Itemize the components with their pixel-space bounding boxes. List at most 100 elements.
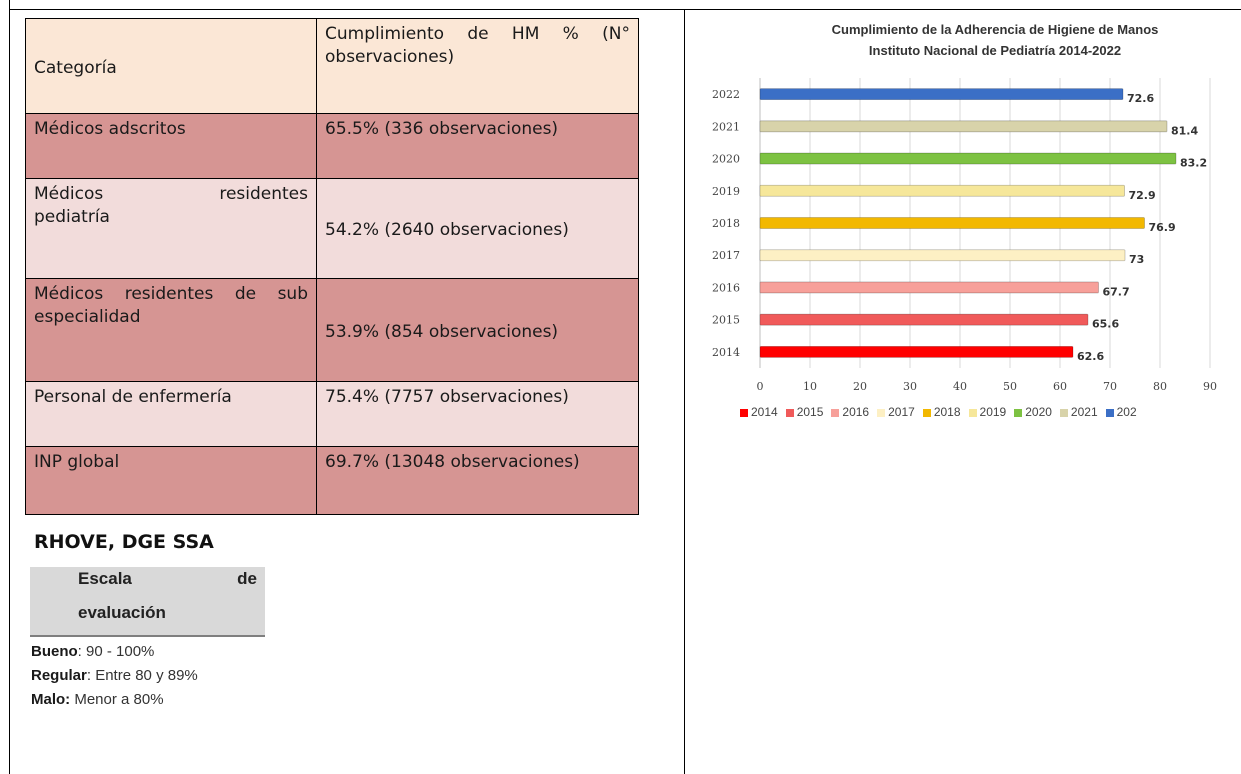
legend-swatch [922,408,931,417]
row-category: Personal de enfermería [25,381,317,447]
legend-item: 2014 [740,405,778,419]
bar-2015 [759,313,1089,326]
value-label: 83.2 [1180,157,1207,170]
frame-top-border [9,0,1241,10]
table-row: Personal de enfermería 75.4% (7757 obser… [25,381,639,447]
table-header-row: Categoría Cumplimiento de HM % (N° obser… [25,18,639,114]
table-row: Médicos adscritos 65.5% (336 observacion… [25,113,639,179]
table-row: Médicos residentes de sub especialidad 5… [25,278,639,382]
legend-label: 2021 [1070,405,1098,419]
scale-header: Escala de evaluación [30,567,265,637]
x-tick-label: 90 [1203,380,1217,393]
legend-item: 2015 [785,405,824,419]
value-label: 72.9 [1129,189,1156,202]
legend-label: 2020 [1025,405,1052,419]
legend-item: 2018 [922,405,961,419]
legend-swatch [785,408,794,417]
y-tick-label: 2015 [712,314,740,327]
legend-item: 2021 [1059,405,1098,419]
value-label: 73 [1129,253,1144,266]
x-tick-label: 80 [1153,380,1167,393]
column-divider [684,10,685,774]
legend-swatch [877,408,886,417]
x-tick-label: 40 [953,380,967,393]
legend-label: 2019 [979,405,1007,419]
compliance-table: Categoría Cumplimiento de HM % (N° obser… [25,18,639,515]
row-category-line1: Médicos residentes de sub [34,284,308,304]
bar-2022 [759,88,1124,101]
source-label: RHOVE, DGE SSA [34,531,214,553]
row-value: 75.4% (7757 observaciones) [316,381,639,447]
chart-subtitle: Instituto Nacional de Pediatría 2014-202… [868,43,1122,58]
scale-title-line2: evaluación [78,603,166,622]
legend-swatch [968,408,977,417]
legend-swatch [1014,408,1023,417]
y-tick-label: 2018 [712,217,740,230]
bar-2020 [759,152,1177,165]
value-label: 62.6 [1077,350,1104,363]
row-value: 69.7% (13048 observaciones) [316,446,639,515]
legend-label: 2014 [751,405,778,419]
y-tick-label: 2022 [712,88,740,101]
legend-label: 2017 [888,405,915,419]
y-tick-label: 2014 [712,346,740,359]
row-category-line2: pediatría [34,206,110,227]
x-tick-label: 20 [853,380,867,393]
header-compliance: Cumplimiento de HM % (N° observaciones) [316,18,639,114]
legend-item: 2020 [1014,405,1052,419]
x-tick-label: 70 [1103,380,1117,393]
chart-bars: 2014 62.6 2015 65.6 2016 67.7 2017 73 2018 76.9 20… [712,88,1207,363]
legend-item: 202 [1105,405,1137,419]
value-label: 72.6 [1127,92,1154,105]
chart-legend: 2014 2015 2016 2017 2018 2019 2020 2021 202 [740,405,1241,425]
frame-left-border [9,0,10,774]
bar-2018 [759,217,1145,229]
row-category-line2: especialidad [34,306,141,327]
x-tick-label: 50 [1003,380,1017,393]
row-category: Médicos residentes pediatría [25,178,317,279]
table-row: INP global 69.7% (13048 observaciones) [25,446,639,515]
row-category: Médicos adscritos [25,113,317,179]
legend-item: 2019 [968,405,1007,419]
x-tick-label: 30 [903,380,917,393]
table-row: Médicos residentes pediatría 54.2% (2640… [25,178,639,279]
row-category-line1: Médicos residentes [34,184,308,204]
y-tick-label: 2017 [712,249,740,262]
scale-item-regular: Regular: Entre 80 y 89% [31,667,198,684]
legend-swatch [1105,408,1114,417]
y-tick-label: 2021 [712,120,740,133]
x-tick-label: 10 [803,380,817,393]
value-label: 81.4 [1171,124,1198,137]
row-value: 54.2% (2640 observaciones) [316,178,639,279]
legend-item: 2017 [877,405,915,419]
legend-swatch [1059,408,1068,417]
x-tick-label: 60 [1053,380,1067,393]
scale-title-line1: Escala de [78,569,257,588]
value-label: 76.9 [1149,221,1176,234]
row-value: 65.5% (336 observaciones) [316,113,639,179]
scale-item-bueno: Bueno: 90 - 100% [31,643,155,660]
y-tick-label: 2019 [712,185,740,198]
bar-2019 [759,184,1125,197]
bar-2016 [759,281,1099,294]
legend-label: 2015 [796,405,824,419]
legend-label: 2018 [933,405,961,419]
legend-swatch [740,408,748,417]
value-label: 67.7 [1103,285,1130,298]
y-tick-label: 2016 [712,281,740,294]
x-tick-label: 0 [757,380,764,393]
legend-label: 2016 [842,405,870,419]
scale-item-malo: Malo: Menor a 80% [31,691,164,708]
bar-2017 [759,249,1126,262]
y-tick-label: 2020 [712,153,740,166]
header-category: Categoría [25,18,317,114]
bar-2021 [759,120,1168,133]
legend-swatch [831,408,840,417]
bar-chart: 0 10 20 30 40 50 60 70 80 90 2014 62.6 2015 65.6 2016… [712,78,1217,393]
legend-item: 2016 [831,405,869,419]
value-label: 65.6 [1092,318,1119,331]
row-category: Médicos residentes de sub especialidad [25,278,317,382]
chart-title: Cumplimiento de la Adherencia de Higiene… [831,22,1159,37]
bar-2014 [759,345,1074,358]
row-category: INP global [25,446,317,515]
